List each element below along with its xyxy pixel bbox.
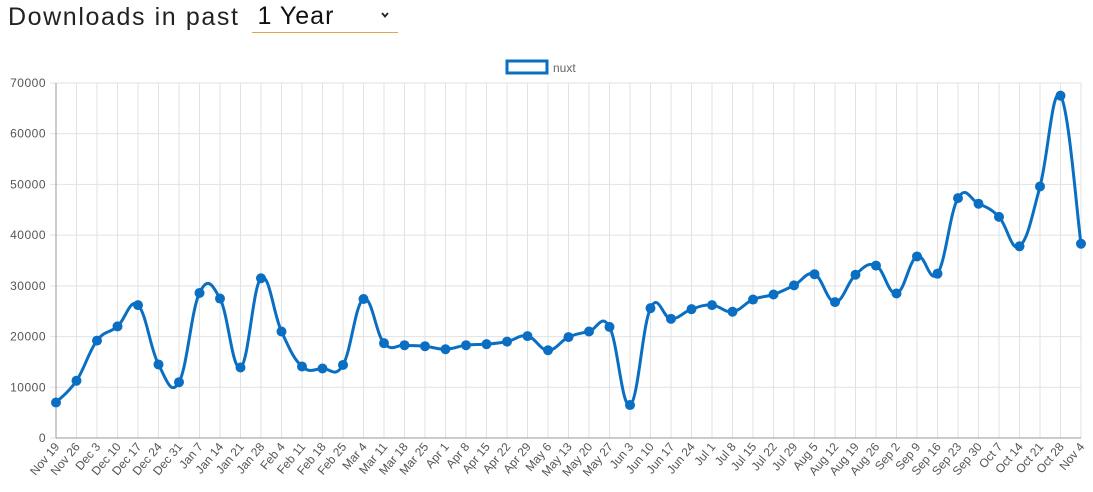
y-tick-label: 20000 [10,330,46,344]
y-tick-label: 0 [39,431,46,445]
data-point [502,336,512,347]
data-point [522,331,533,342]
y-tick-label: 60000 [10,127,46,141]
data-point [543,345,553,356]
data-point [809,269,820,280]
y-tick-label: 10000 [10,380,46,394]
legend-label: nuxt [553,61,576,75]
data-point [174,377,184,388]
data-point [912,251,922,262]
data-point [645,303,656,314]
data-point [256,273,266,284]
y-tick-label: 40000 [10,228,46,242]
y-tick-label: 30000 [10,279,46,293]
data-point [727,306,738,317]
data-point [563,332,574,343]
data-point [768,289,779,300]
data-point [399,340,410,351]
data-point [686,304,697,315]
data-point [891,288,902,299]
data-point [461,340,471,351]
y-tick-label: 50000 [10,177,46,191]
data-point [666,313,676,324]
x-tick-label: Jul 1 [691,440,718,469]
data-point [481,339,492,350]
chevron-down-icon [380,11,389,18]
data-point [71,375,82,386]
data-point [235,362,246,373]
data-point [789,280,799,291]
data-point [92,335,102,346]
data-point [379,338,389,349]
data-point [215,293,225,304]
period-select-value: 1 Year [257,1,335,30]
data-point [420,341,430,352]
downloads-title: Downloads in past [8,2,240,31]
data-point [973,198,984,209]
y-tick-labels: 0 10000 20000 30000 40000 50000 60000 70000 [10,76,46,445]
data-point [1014,241,1025,252]
data-point [194,287,205,298]
data-point [994,211,1004,222]
data-point [297,361,307,372]
data-point [830,297,840,308]
data-point [317,363,328,374]
data-point [51,397,61,408]
downloads-header: Downloads in past 1 Year [8,0,398,34]
data-point [604,321,615,332]
x-gridlines [55,83,1082,438]
data-point [953,193,963,204]
data-point [748,294,758,305]
data-point [707,300,717,311]
legend-swatch [505,59,549,75]
period-select[interactable]: 1 Year [251,1,398,33]
y-gridlines [50,82,1081,439]
data-point [338,359,348,370]
data-point [276,326,287,337]
legend: nuxt [505,59,576,75]
y-tick-label: 70000 [10,76,46,90]
data-point [153,359,164,370]
data-point [1035,181,1045,192]
data-point [871,260,881,271]
data-point [850,269,861,280]
data-point [133,300,143,311]
data-point [358,294,369,305]
series-points [51,90,1086,411]
data-point [112,321,123,332]
data-point [1076,238,1086,249]
data-point [625,400,635,411]
data-point [932,268,943,279]
data-point [440,344,451,355]
data-point [584,326,594,337]
data-point [1055,90,1066,101]
